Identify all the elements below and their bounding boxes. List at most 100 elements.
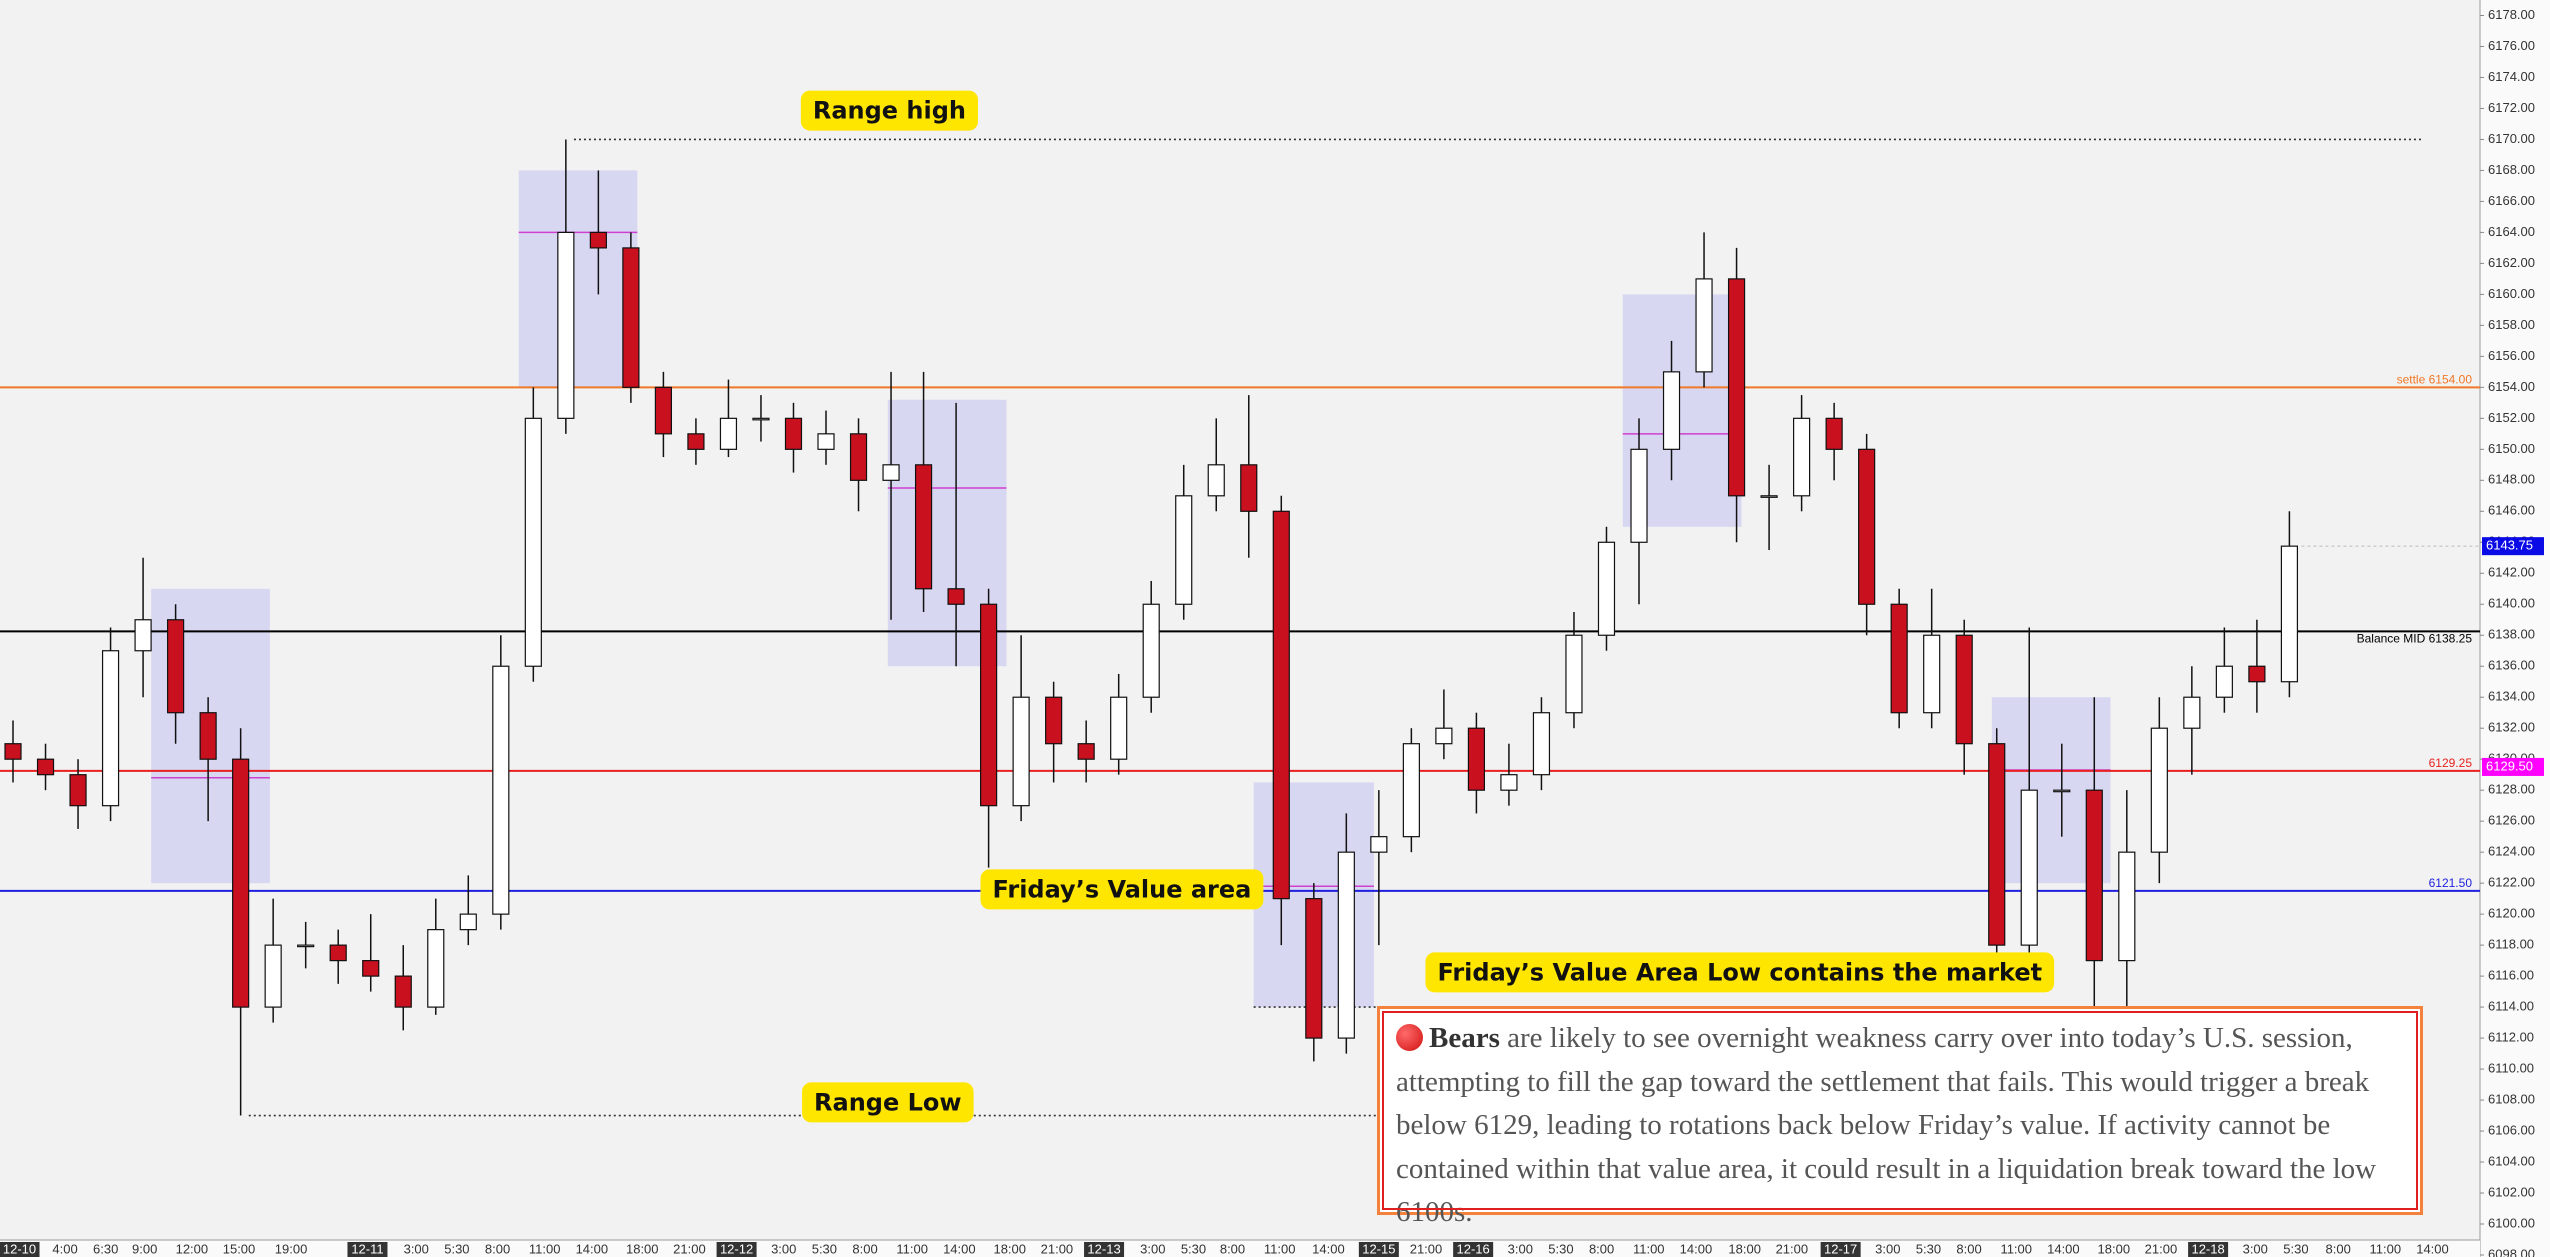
x-tick-label: 18:00	[993, 1241, 1026, 1256]
x-tick-label: 21:00	[1041, 1241, 1074, 1256]
candle-body	[752, 417, 770, 421]
price-marker-label: 6129.50	[2486, 758, 2533, 773]
x-tick-label: 5:30	[1916, 1241, 1941, 1256]
y-tick-label: 6112.00	[2488, 1030, 2534, 1045]
candle-body	[264, 944, 282, 1008]
annotation-text: Range high	[813, 97, 966, 125]
x-tick-label: 3:00	[404, 1241, 429, 1256]
annotation: Range high	[800, 90, 979, 131]
candle-body	[784, 417, 803, 450]
y-tick-label: 6118.00	[2488, 937, 2534, 952]
x-tick-label: 21:00	[1410, 1241, 1443, 1256]
y-tick-label: 6146.00	[2488, 503, 2535, 518]
level-label: 6121.50	[2429, 876, 2473, 890]
x-tick-label: 12:00	[176, 1241, 209, 1256]
x-tick-label: 3:00	[2243, 1241, 2268, 1256]
y-tick-label: 6174.00	[2488, 69, 2535, 84]
candle-body	[1890, 603, 1908, 714]
candle-body	[1240, 464, 1258, 512]
candle-body	[2118, 851, 2136, 962]
x-tick-label: 15:00	[223, 1241, 256, 1256]
y-tick-label: 6128.00	[2488, 782, 2535, 797]
x-tick-label: 5:30	[812, 1241, 837, 1256]
x-tick-label: 8:00	[852, 1241, 877, 1256]
annotation: Friday’s Value area	[980, 869, 1264, 910]
price-axis-background	[2480, 0, 2550, 1257]
y-tick-label: 6160.00	[2488, 286, 2535, 301]
candle-body	[1045, 696, 1063, 745]
date-label-box	[347, 1242, 388, 1257]
candle-body	[687, 433, 705, 450]
x-tick-label: 11:00	[1264, 1241, 1296, 1256]
x-tick-label: 9:00	[132, 1241, 157, 1256]
x-tick-label: 8:00	[1956, 1241, 1981, 1256]
candle-body	[1695, 278, 1713, 373]
candle-body	[1825, 417, 1843, 450]
candle-body	[36, 758, 55, 776]
candle-body	[1272, 510, 1290, 900]
candle-body	[1760, 495, 1778, 498]
x-tick-label: 5:30	[1181, 1241, 1206, 1256]
x-tick-label: 18:00	[2098, 1241, 2131, 1256]
y-tick-label: 6152.00	[2488, 410, 2535, 425]
x-tick-label: 14:00	[2047, 1241, 2080, 1256]
date-label: 12-16	[1457, 1241, 1490, 1256]
x-tick-label: 11:00	[2000, 1241, 2032, 1256]
price-marker-label: 6143.75	[2486, 538, 2533, 553]
candle-body	[167, 619, 185, 714]
candle-body	[817, 433, 835, 450]
date-label-box	[716, 1242, 757, 1257]
x-tick-label: 21:00	[1776, 1241, 1809, 1256]
y-tick-label: 6142.00	[2488, 565, 2535, 580]
red-circle-icon	[1396, 1024, 1423, 1051]
candle-body	[622, 247, 640, 388]
x-tick-label: 18:00	[1728, 1241, 1761, 1256]
candle-body	[101, 650, 120, 807]
y-tick-label: 6176.00	[2488, 38, 2535, 53]
date-label-box	[1820, 1242, 1861, 1257]
candle-body	[1988, 743, 2006, 946]
x-tick-label: 8:00	[1220, 1241, 1245, 1256]
y-tick-label: 6164.00	[2488, 224, 2535, 239]
price-marker-box	[2482, 757, 2544, 776]
y-tick-label: 6168.00	[2488, 162, 2535, 177]
x-tick-label: 18:00	[626, 1241, 659, 1256]
y-tick-label: 6124.00	[2488, 844, 2535, 859]
candle-body	[2150, 727, 2168, 853]
date-label: 12-18	[2191, 1241, 2224, 1256]
x-tick-label: 21:00	[2145, 1241, 2178, 1256]
candle-body	[2280, 545, 2299, 683]
x-tick-label: 14:00	[1680, 1241, 1713, 1256]
y-tick-label: 6108.00	[2488, 1091, 2535, 1106]
y-tick-label: 6098.00	[2488, 1246, 2535, 1257]
candle-body	[1630, 448, 1648, 543]
candle-body	[1110, 696, 1128, 760]
x-tick-label: 14:00	[1312, 1241, 1345, 1256]
candle-body	[1305, 898, 1323, 1039]
candle-body	[2053, 789, 2071, 793]
y-tick-label: 6166.00	[2488, 193, 2535, 208]
y-tick-label: 6122.00	[2488, 875, 2535, 890]
candle-body	[232, 758, 250, 1008]
commentary-box: Bears are likely to see overnight weakne…	[1377, 1006, 2423, 1228]
y-tick-label: 6178.00	[2488, 7, 2535, 22]
y-tick-label: 6162.00	[2488, 255, 2535, 270]
x-tick-label: 8:00	[2326, 1241, 2351, 1256]
y-tick-label: 6100.00	[2488, 1215, 2535, 1230]
candle-body	[492, 665, 510, 915]
x-tick-label: 3:00	[1140, 1241, 1165, 1256]
candle-body	[394, 975, 412, 1008]
x-tick-label: 14:00	[576, 1241, 609, 1256]
date-label: 12-13	[1087, 1241, 1120, 1256]
candle-body	[2183, 696, 2201, 729]
candle-body	[1955, 634, 1973, 745]
candle-body	[1858, 448, 1876, 605]
y-tick-label: 6116.00	[2488, 968, 2534, 983]
annotation-text: Range Low	[814, 1088, 962, 1116]
candle-body	[427, 929, 445, 1008]
candle-body	[1012, 696, 1030, 807]
x-tick-label: 21:00	[673, 1241, 706, 1256]
price-marker-box	[2482, 537, 2544, 556]
candle-body	[69, 774, 87, 807]
